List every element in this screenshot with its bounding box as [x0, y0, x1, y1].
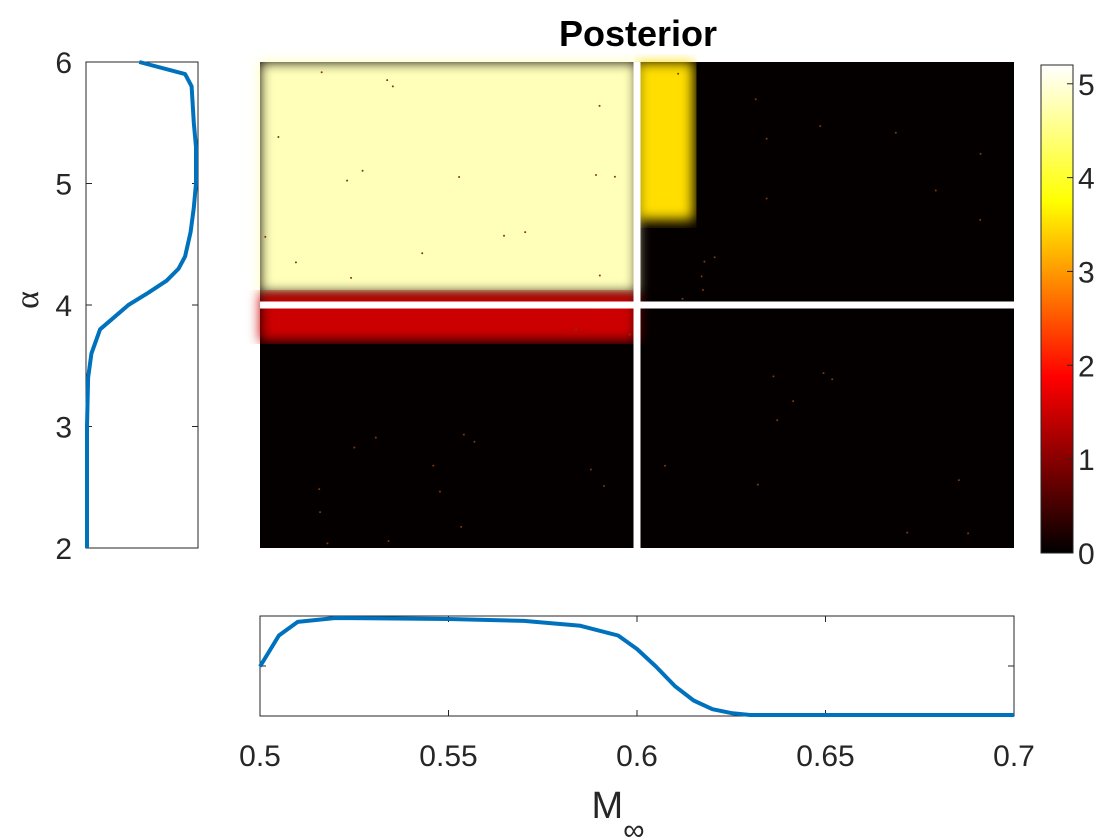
- alpha-tick-label: 5: [55, 169, 72, 202]
- heatmap-speckles: [264, 71, 982, 545]
- heatmap-speckle: [703, 260, 706, 263]
- mach-tick-label: 0.65: [796, 740, 854, 773]
- heatmap-region-1: [637, 62, 694, 220]
- alpha-marginal-box: [85, 61, 199, 549]
- heatmap-speckle: [934, 189, 937, 192]
- mach-tick-label: 0.55: [419, 740, 477, 773]
- heatmap-speckle: [386, 79, 389, 82]
- mach-axis-ticks: 0.5 0.55 0.6 0.65 0.7: [239, 616, 1035, 773]
- heatmap-speckle: [264, 235, 267, 238]
- mach-axis-label-main: M: [591, 785, 623, 827]
- heatmap-speckle: [765, 137, 768, 140]
- heatmap-speckle: [776, 419, 779, 422]
- mach-axis-label: M∞: [591, 785, 644, 840]
- heatmap-region-0: [260, 62, 637, 293]
- heatmap-speckle: [277, 136, 280, 139]
- colorbar-tick-label: 1: [1078, 444, 1095, 477]
- heatmap-speckle: [663, 464, 666, 467]
- heatmap-speckle: [598, 104, 601, 107]
- heatmap-speckle: [957, 479, 960, 482]
- heatmap-speckle: [628, 333, 631, 336]
- heatmap-speckle: [320, 71, 323, 74]
- heatmap-speckle: [432, 464, 435, 467]
- heatmap-speckle: [294, 261, 297, 264]
- heatmap-speckle: [473, 440, 476, 443]
- colorbar-tick-label: 2: [1078, 350, 1095, 383]
- heatmap-speckle: [460, 525, 463, 528]
- heatmap-speckle: [598, 274, 601, 277]
- heatmap-speckle: [503, 234, 506, 237]
- alpha-tick-label: 6: [55, 47, 72, 80]
- alpha-axis-ticks: 2 3 4 5 6: [55, 47, 198, 566]
- heatmap-speckle: [421, 252, 424, 255]
- heatmap-cells: [260, 62, 694, 342]
- heatmap-speckle: [319, 511, 322, 514]
- mach-marginal-panel: 0.5 0.55 0.6 0.65 0.7 M∞: [239, 615, 1035, 840]
- heatmap-speckle: [458, 176, 461, 179]
- heatmap-speckle: [318, 488, 321, 491]
- mach-tick-label: 0.6: [616, 740, 658, 773]
- heatmap-speckle: [765, 197, 768, 200]
- alpha-tick-label: 4: [55, 290, 72, 323]
- alpha-tick-label: 3: [55, 412, 72, 445]
- heatmap-speckle: [326, 542, 329, 545]
- heatmap-speckle: [677, 72, 680, 75]
- colorbar-gradient: [1040, 64, 1074, 554]
- heatmap-speckle: [353, 446, 356, 449]
- heatmap-speckle: [822, 372, 825, 375]
- heatmap-speckle: [603, 484, 606, 487]
- heatmap-speckle: [524, 231, 527, 234]
- heatmap-speckle: [575, 328, 578, 331]
- heatmap-speckle: [701, 288, 704, 291]
- alpha-marginal-series-line: [85, 60, 198, 548]
- posterior-heatmap: Posterior: [260, 13, 1014, 548]
- alpha-tick-label: 2: [55, 533, 72, 566]
- heatmap-speckle: [350, 276, 353, 279]
- heatmap-speckle: [462, 433, 465, 436]
- colorbar-tick-label: 5: [1078, 69, 1095, 102]
- mach-tick-label: 0.7: [993, 740, 1035, 773]
- heatmap-speckle: [346, 179, 349, 182]
- heatmap-speckle: [792, 400, 795, 403]
- heatmap-speckle: [374, 436, 377, 439]
- heatmap-speckle: [700, 275, 703, 278]
- colorbar-tick-label: 4: [1078, 163, 1095, 196]
- heatmap-speckle: [438, 490, 441, 493]
- colorbar-tick-label: 0: [1078, 538, 1095, 571]
- heatmap-speckle: [819, 125, 822, 128]
- heatmap-speckle: [595, 174, 598, 177]
- mach-axis-label-subscript: ∞: [623, 814, 644, 840]
- heatmap-speckle: [589, 468, 592, 471]
- heatmap-speckle: [387, 540, 390, 543]
- mach-marginal-box: [259, 615, 1015, 717]
- heatmap-speckle: [967, 532, 970, 535]
- heatmap-speckle: [613, 175, 616, 178]
- heatmap-speckle: [906, 531, 909, 534]
- heatmap-speckle: [831, 378, 834, 381]
- heatmap-region-2: [260, 292, 637, 342]
- heatmap-speckle: [713, 256, 716, 259]
- mach-tick-label: 0.5: [239, 740, 281, 773]
- heatmap-title: Posterior: [559, 13, 717, 54]
- heatmap-speckle: [772, 375, 775, 378]
- mach-marginal-series-line: [258, 616, 1014, 717]
- heatmap-speckle: [894, 131, 897, 134]
- heatmap-speckle: [754, 98, 757, 101]
- alpha-marginal-panel: 2 3 4 5 6 α: [9, 47, 199, 566]
- heatmap-speckle: [756, 483, 759, 486]
- heatmap-speckle: [681, 297, 684, 300]
- heatmap-speckle: [979, 152, 982, 155]
- heatmap-speckle: [391, 85, 394, 88]
- colorbar-tick-label: 3: [1078, 256, 1095, 289]
- heatmap-speckle: [361, 169, 364, 172]
- heatmap-speckle: [979, 218, 982, 221]
- alpha-axis-label: α: [9, 291, 46, 309]
- colorbar: 0 1 2 3 4 5: [1040, 64, 1095, 571]
- heatmap-speckle: [671, 221, 674, 224]
- colorbar-ticks: 0 1 2 3 4 5: [1067, 69, 1095, 571]
